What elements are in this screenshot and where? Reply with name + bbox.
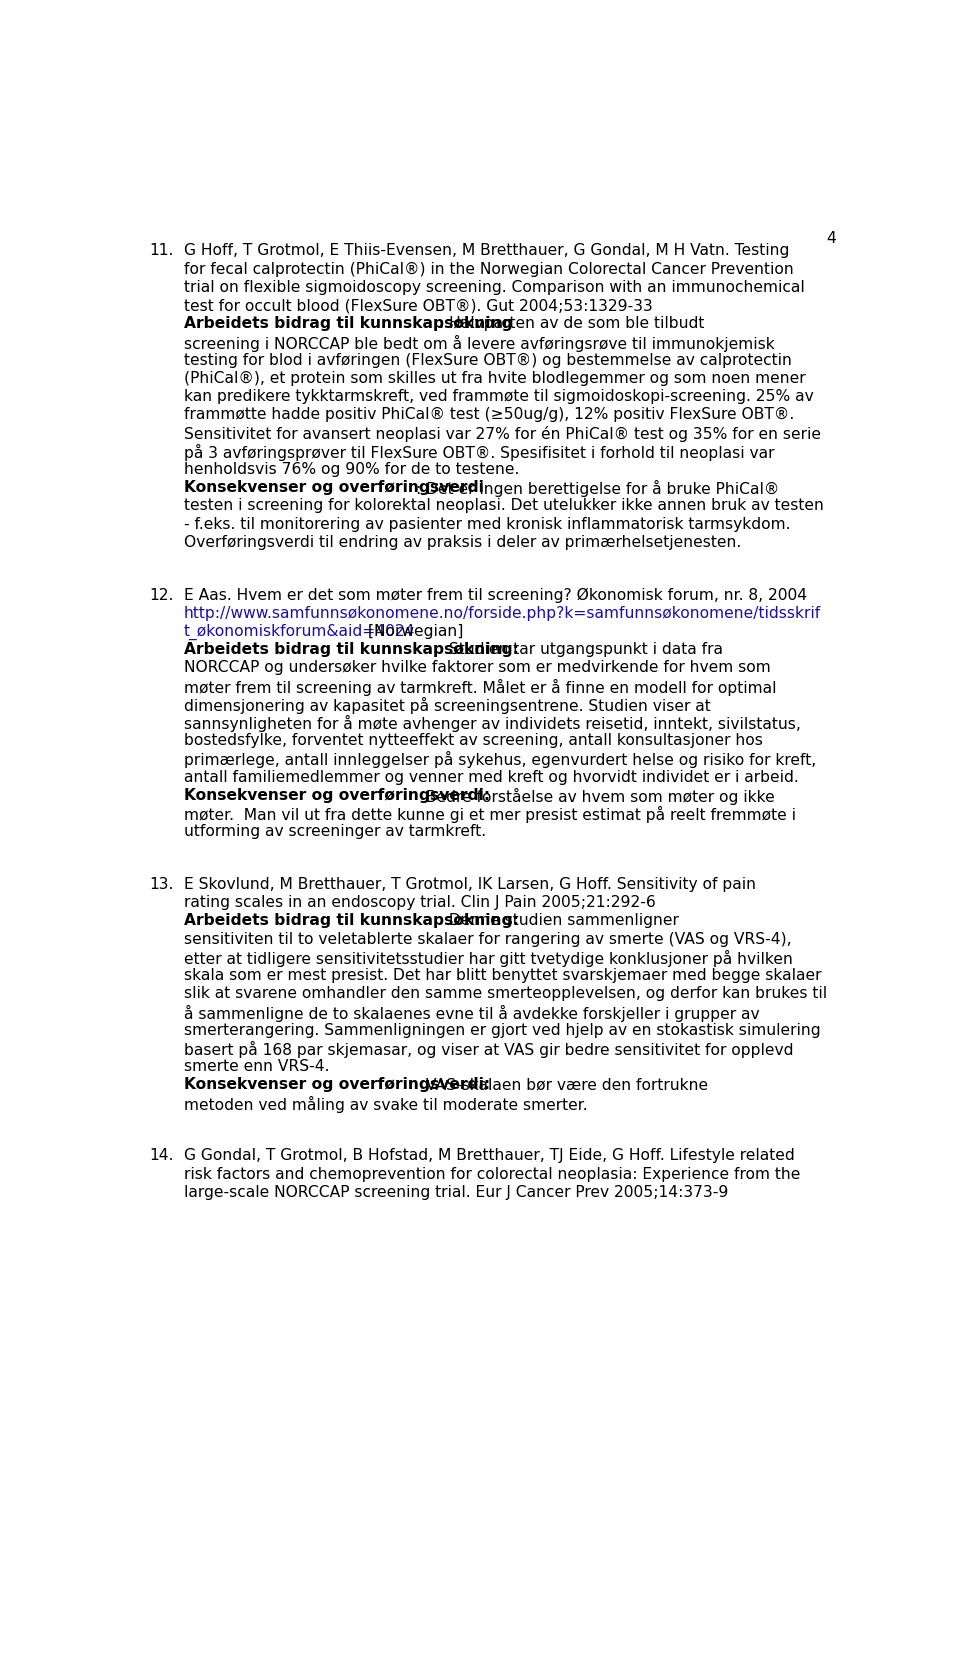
Text: Overføringsverdi til endring av praksis i deler av primærhelsetjenesten.: Overføringsverdi til endring av praksis …: [184, 536, 741, 549]
Text: rating scales in an endoscopy trial. Clin J Pain 2005;21:292-6: rating scales in an endoscopy trial. Cli…: [184, 895, 656, 910]
Text: 14.: 14.: [150, 1148, 175, 1164]
Text: large-scale NORCCAP screening trial. Eur J Cancer Prev 2005;14:373-9: large-scale NORCCAP screening trial. Eur…: [184, 1185, 729, 1200]
Text: Arbeidets bidrag til kunnskapsøkning:: Arbeidets bidrag til kunnskapsøkning:: [184, 913, 518, 928]
Text: Konsekvenser og overføringsverdi: Konsekvenser og overføringsverdi: [184, 480, 484, 495]
Text: 4: 4: [827, 232, 836, 247]
Text: smerte enn VRS-4.: smerte enn VRS-4.: [184, 1059, 329, 1075]
Text: E Aas. Hvem er det som møter frem til screening? Økonomisk forum, nr. 8, 2004: E Aas. Hvem er det som møter frem til sc…: [184, 588, 807, 603]
Text: risk factors and chemoprevention for colorectal neoplasia: Experience from the: risk factors and chemoprevention for col…: [184, 1167, 801, 1182]
Text: (PhiCal®), et protein som skilles ut fra hvite blodlegemmer og som noen mener: (PhiCal®), et protein som skilles ut fra…: [184, 371, 805, 386]
Text: smerterangering. Sammenligningen er gjort ved hjelp av en stokastisk simulering: smerterangering. Sammenligningen er gjor…: [184, 1023, 821, 1038]
Text: sannsynligheten for å møte avhenger av individets reisetid, inntekt, sivilstatus: sannsynligheten for å møte avhenger av i…: [184, 715, 801, 732]
Text: basert på 168 par skjemasar, og viser at VAS gir bedre sensitivitet for opplevd: basert på 168 par skjemasar, og viser at…: [184, 1041, 794, 1058]
Text: antall familiemedlemmer og venner med kreft og hvorvidt individet er i arbeid.: antall familiemedlemmer og venner med kr…: [184, 769, 799, 784]
Text: E Skovlund, M Bretthauer, T Grotmol, IK Larsen, G Hoff. Sensitivity of pain: E Skovlund, M Bretthauer, T Grotmol, IK …: [184, 876, 756, 892]
Text: Studien tar utgangspunkt i data fra: Studien tar utgangspunkt i data fra: [444, 641, 723, 656]
Text: t_økonomiskforum&aid=4024: t_økonomiskforum&aid=4024: [184, 625, 416, 640]
Text: slik at svarene omhandler den samme smerteopplevelsen, og derfor kan brukes til: slik at svarene omhandler den samme smer…: [184, 986, 828, 1001]
Text: skala som er mest presist. Det har blitt benyttet svarskjemaer med begge skalaer: skala som er mest presist. Det har blitt…: [184, 969, 822, 984]
Text: screening i NORCCAP ble bedt om å levere avføringsrøve til immunokjemisk: screening i NORCCAP ble bedt om å levere…: [184, 334, 775, 351]
Text: etter at tidligere sensitivitetsstudier har gitt tvetydige konklusjoner på hvilk: etter at tidligere sensitivitetsstudier …: [184, 950, 793, 967]
Text: testen i screening for kolorektal neoplasi. Det utelukker ikke annen bruk av tes: testen i screening for kolorektal neopla…: [184, 499, 824, 514]
Text: henholdsvis 76% og 90% for de to testene.: henholdsvis 76% og 90% for de to testene…: [184, 462, 519, 477]
Text: å sammenligne de to skalaenes evne til å avdekke forskjeller i grupper av: å sammenligne de to skalaenes evne til å…: [184, 1004, 759, 1021]
Text: trial on flexible sigmoidoscopy screening. Comparison with an immunochemical: trial on flexible sigmoidoscopy screenin…: [184, 280, 804, 296]
Text: dimensjonering av kapasitet på screeningsentrene. Studien viser at: dimensjonering av kapasitet på screening…: [184, 697, 710, 714]
Text: Konsekvenser og overføringsverdi:: Konsekvenser og overføringsverdi:: [184, 1078, 491, 1093]
Text: : Halvparten av de som ble tilbudt: : Halvparten av de som ble tilbudt: [439, 316, 704, 331]
Text: 13.: 13.: [150, 876, 174, 892]
Text: NORCCAP og undersøker hvilke faktorer som er medvirkende for hvem som: NORCCAP og undersøker hvilke faktorer so…: [184, 660, 771, 675]
Text: møter frem til screening av tarmkreft. Målet er å finne en modell for optimal: møter frem til screening av tarmkreft. M…: [184, 678, 777, 695]
Text: 11.: 11.: [150, 243, 174, 259]
Text: : Det er ingen berettigelse for å bruke PhiCal®: : Det er ingen berettigelse for å bruke …: [417, 480, 780, 497]
Text: [Norwegian]: [Norwegian]: [364, 625, 464, 640]
Text: testing for blod i avføringen (FlexSure OBT®) og bestemmelse av calprotectin: testing for blod i avføringen (FlexSure …: [184, 353, 792, 368]
Text: Bedre forståelse av hvem som møter og ikke: Bedre forståelse av hvem som møter og ik…: [421, 787, 775, 804]
Text: primærlege, antall innleggelser på sykehus, egenvurdert helse og risiko for kref: primærlege, antall innleggelser på sykeh…: [184, 752, 816, 769]
Text: metoden ved måling av svake til moderate smerter.: metoden ved måling av svake til moderate…: [184, 1096, 588, 1113]
Text: møter.  Man vil ut fra dette kunne gi et mer presist estimat på reelt fremmøte i: møter. Man vil ut fra dette kunne gi et …: [184, 806, 796, 823]
Text: Arbeidets bidrag til kunnskapsøkning: Arbeidets bidrag til kunnskapsøkning: [184, 316, 513, 331]
Text: Sensitivitet for avansert neoplasi var 27% for én PhiCal® test og 35% for en ser: Sensitivitet for avansert neoplasi var 2…: [184, 425, 821, 442]
Text: sensitiviten til to veletablerte skalaer for rangering av smerte (VAS og VRS-4),: sensitiviten til to veletablerte skalaer…: [184, 932, 792, 947]
Text: kan predikere tykktarmskreft, ved frammøte til sigmoidoskopi-screening. 25% av: kan predikere tykktarmskreft, ved frammø…: [184, 390, 814, 405]
Text: for fecal calprotectin (PhiCal®) in the Norwegian Colorectal Cancer Prevention: for fecal calprotectin (PhiCal®) in the …: [184, 262, 794, 277]
Text: G Gondal, T Grotmol, B Hofstad, M Bretthauer, TJ Eide, G Hoff. Lifestyle related: G Gondal, T Grotmol, B Hofstad, M Bretth…: [184, 1148, 795, 1164]
Text: på 3 avføringsprøver til FlexSure OBT®. Spesifisitet i forhold til neoplasi var: på 3 avføringsprøver til FlexSure OBT®. …: [184, 443, 775, 460]
Text: test for occult blood (FlexSure OBT®). Gut 2004;53:1329-33: test for occult blood (FlexSure OBT®). G…: [184, 299, 653, 312]
Text: VAS-skalaen bør være den fortrukne: VAS-skalaen bør være den fortrukne: [421, 1078, 708, 1093]
Text: bostedsfylke, forventet nytteeffekt av screening, antall konsultasjoner hos: bostedsfylke, forventet nytteeffekt av s…: [184, 734, 763, 749]
Text: Arbeidets bidrag til kunnskapsøkning:: Arbeidets bidrag til kunnskapsøkning:: [184, 641, 518, 656]
Text: Denne studien sammenligner: Denne studien sammenligner: [444, 913, 679, 928]
Text: http://www.samfunnsøkonomene.no/forside.php?k=samfunnsøkonomene/tidsskrif: http://www.samfunnsøkonomene.no/forside.…: [184, 606, 821, 621]
Text: utforming av screeninger av tarmkreft.: utforming av screeninger av tarmkreft.: [184, 824, 486, 840]
Text: Konsekvenser og overføringsverdi:: Konsekvenser og overføringsverdi:: [184, 787, 491, 803]
Text: frammøtte hadde positiv PhiCal® test (≥50ug/g), 12% positiv FlexSure OBT®.: frammøtte hadde positiv PhiCal® test (≥5…: [184, 408, 794, 423]
Text: - f.eks. til monitorering av pasienter med kronisk inflammatorisk tarmsykdom.: - f.eks. til monitorering av pasienter m…: [184, 517, 790, 532]
Text: 12.: 12.: [150, 588, 174, 603]
Text: G Hoff, T Grotmol, E Thiis-Evensen, M Bretthauer, G Gondal, M H Vatn. Testing: G Hoff, T Grotmol, E Thiis-Evensen, M Br…: [184, 243, 789, 259]
